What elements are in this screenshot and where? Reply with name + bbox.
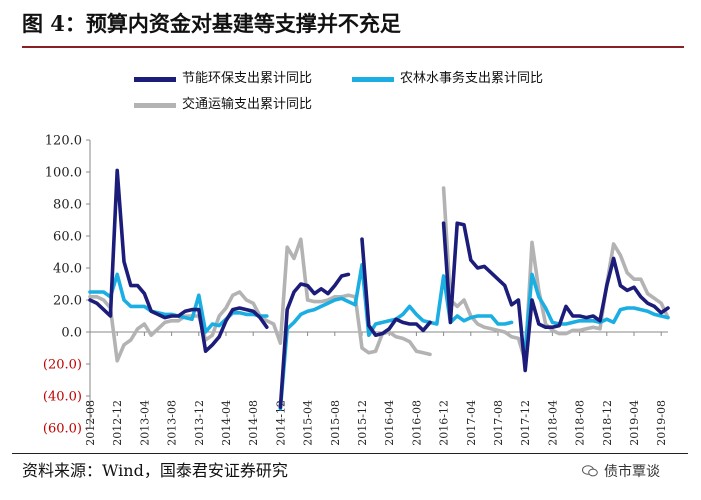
y-tick-label: 0.0 [61, 326, 82, 341]
source-note: 资料来源：Wind，国泰君安证券研究 [22, 461, 288, 480]
legend-label-agriculture: 农林水事务支出累计同比 [400, 71, 544, 86]
x-tick-label: 2014-04 [220, 400, 233, 446]
x-tick-label: 2017-12 [519, 400, 532, 446]
series-line-energy [88, 168, 670, 409]
y-tick-label: (60.0) [43, 422, 82, 437]
x-tick-label: 2016-08 [410, 400, 423, 446]
watermark: 债市覃谈 [582, 462, 660, 482]
x-tick-label: 2013-08 [166, 400, 179, 446]
x-tick-label: 2016-12 [438, 400, 451, 446]
line-chart: 120.0 100.0 80.0 60.0 40.0 20.0 0.0 (20.0) (40.0… [43, 134, 670, 446]
title-divider [22, 46, 684, 48]
x-tick-label: 2013-04 [138, 400, 151, 446]
y-tick-label: 40.0 [53, 262, 82, 277]
legend-swatch-energy [134, 77, 176, 82]
legend-label-transport: 交通运输支出累计同比 [182, 97, 313, 112]
x-tick-label: 2018-04 [546, 400, 559, 446]
x-tick-label: 2015-08 [329, 400, 342, 446]
x-tick-label: 2012-12 [111, 400, 124, 446]
legend-swatch-transport [134, 103, 176, 108]
y-tick-label: 20.0 [53, 294, 82, 309]
x-tick-label: 2015-12 [356, 400, 369, 446]
y-tick-label: (40.0) [43, 390, 82, 405]
x-tick-label: 2016-04 [383, 400, 396, 446]
wechat-icon [582, 465, 598, 477]
y-tick-label: 80.0 [53, 198, 82, 213]
legend-label-energy: 节能环保支出累计同比 [182, 71, 313, 86]
series-line-agriculture [88, 263, 670, 411]
x-tick-label: 2014-08 [247, 400, 260, 446]
x-tick-label: 2019-04 [628, 400, 641, 446]
x-tick-label: 2018-12 [601, 400, 614, 446]
y-tick-label: 120.0 [45, 134, 82, 149]
legend-swatch-agriculture [352, 77, 394, 82]
x-tick-label: 2019-08 [655, 400, 668, 446]
figure-title: 图 4：预算内资金对基建等支撑并不充足 [22, 11, 401, 36]
x-tick-label: 2012-08 [84, 400, 97, 446]
x-tick-label: 2013-12 [193, 400, 206, 446]
x-tick-label: 2014-12 [274, 400, 287, 446]
y-tick-label: 100.0 [45, 166, 82, 181]
x-tick-label: 2015-04 [302, 400, 315, 446]
x-tick-label: 2018-08 [574, 400, 587, 446]
x-tick-label: 2017-04 [465, 400, 478, 446]
watermark-text: 债市覃谈 [604, 464, 660, 480]
x-tick-label: 2017-08 [492, 400, 505, 446]
y-tick-label: (20.0) [43, 358, 82, 373]
y-tick-label: 60.0 [53, 230, 82, 245]
footer-divider [12, 453, 688, 454]
